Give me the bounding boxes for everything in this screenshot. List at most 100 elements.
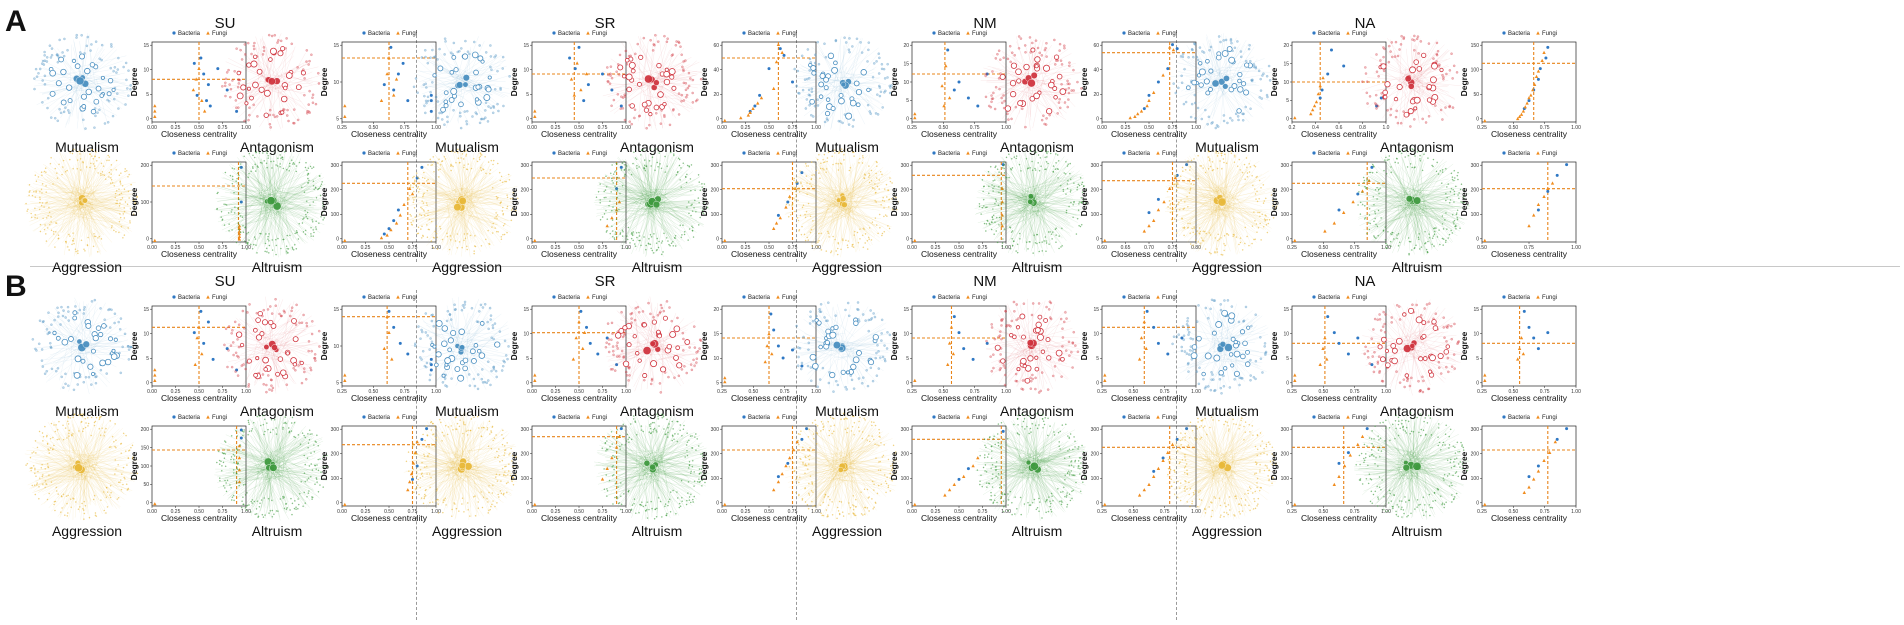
network-node: [851, 45, 854, 48]
legend: Bacteria Fungi: [552, 151, 607, 157]
network-node: [1186, 328, 1190, 331]
network-node: [809, 353, 817, 361]
network-node: [62, 159, 65, 162]
network-node: [498, 330, 502, 333]
network-node: [610, 172, 612, 175]
network-node: [674, 245, 677, 247]
network-node: [57, 315, 60, 318]
network-node: [1171, 221, 1174, 224]
network-node: [424, 312, 428, 315]
network-node: [851, 245, 853, 247]
network-graph: [601, 34, 703, 131]
network-node: [419, 213, 421, 215]
fungi-point: [1103, 238, 1107, 242]
network-node: [1373, 351, 1376, 354]
network-node: [611, 235, 614, 238]
network-node: [306, 211, 309, 214]
network-node: [673, 154, 675, 157]
network-node: [681, 234, 683, 236]
network-node: [610, 338, 613, 341]
network-node: [127, 348, 131, 351]
scatter-panel: Bacteria Fungi 0.25 0.50 0.75 1.00 5 10 15 Closen…: [320, 28, 442, 143]
network-node: [34, 67, 38, 71]
network-node: [800, 233, 803, 236]
network-node: [41, 192, 43, 194]
network-node: [256, 252, 258, 254]
network-node: [668, 68, 676, 75]
network-node: [296, 66, 299, 69]
network-node: [621, 96, 625, 99]
network-node: [852, 356, 860, 364]
network-node: [426, 180, 428, 182]
network-node: [664, 67, 669, 72]
network-node: [655, 242, 658, 244]
network-node: [1053, 365, 1057, 368]
network-node: [1065, 193, 1067, 195]
network-node: [280, 247, 282, 250]
network-node: [108, 159, 110, 162]
network-node: [234, 370, 237, 373]
x-tick-label: 0.25: [1477, 389, 1487, 395]
network-node: [663, 113, 666, 117]
network-node: [1220, 253, 1223, 256]
network-node: [1021, 388, 1025, 391]
network-node: [248, 172, 250, 175]
network-node: [1435, 41, 1439, 45]
network-node: [853, 151, 855, 154]
network-node: [1230, 150, 1232, 153]
network-node: [615, 344, 619, 348]
y-tick-label: 10: [713, 356, 719, 362]
legend-bacteria-marker: [932, 295, 936, 299]
network-node: [1040, 371, 1044, 374]
x-tick-label: 0.25: [337, 389, 347, 395]
network-node: [1366, 178, 1368, 180]
network-node: [98, 331, 104, 338]
network-node: [1217, 233, 1220, 236]
network-node: [616, 176, 619, 179]
network-node: [1173, 175, 1176, 177]
network-node: [653, 43, 656, 47]
network-node: [295, 248, 298, 250]
legend-fungi-label: Fungi: [782, 295, 797, 301]
bacteria-point: [1145, 309, 1149, 313]
network-node: [1439, 372, 1443, 375]
network-node: [84, 250, 86, 252]
network-node: [500, 369, 504, 372]
network-node: [432, 156, 435, 158]
network-node: [1060, 83, 1063, 86]
network-node: [859, 41, 862, 44]
network-node: [625, 374, 629, 377]
network-node: [694, 189, 696, 192]
network-node: [81, 415, 83, 418]
bacteria-point: [781, 356, 785, 360]
network-node: [1171, 342, 1174, 346]
network-node: [82, 308, 86, 311]
network-node: [419, 337, 422, 340]
network-node: [491, 326, 495, 330]
network-node: [297, 238, 300, 240]
network-node: [484, 109, 487, 112]
network-node: [1046, 156, 1048, 158]
network-node: [36, 482, 38, 484]
network-node: [461, 304, 465, 307]
scatter-panel: Bacteria Fungi 0.00 0.25 0.50 0.75 1.00 0 5 10 15 C…: [130, 292, 252, 407]
network-node: [476, 348, 482, 354]
network-node: [281, 156, 284, 159]
network-node: [826, 160, 828, 163]
network-node: [490, 336, 493, 340]
network-node: [993, 107, 997, 111]
network-node: [25, 202, 27, 205]
network-node: [799, 214, 802, 217]
network-node: [686, 206, 688, 208]
network-node: [92, 335, 99, 342]
network-node: [634, 157, 637, 159]
scatter-panel: Bacteria Fungi 0.25 0.50 0.75 1.00 5 10 15 20 Clos…: [700, 292, 822, 407]
network-node: [268, 252, 270, 254]
network-node: [1235, 236, 1238, 238]
network-node: [38, 67, 42, 71]
network-node: [124, 168, 126, 170]
network-node: [46, 498, 49, 501]
x-tick-label: 1.00: [811, 125, 821, 131]
network-node: [1000, 337, 1003, 341]
network-node: [417, 191, 420, 193]
